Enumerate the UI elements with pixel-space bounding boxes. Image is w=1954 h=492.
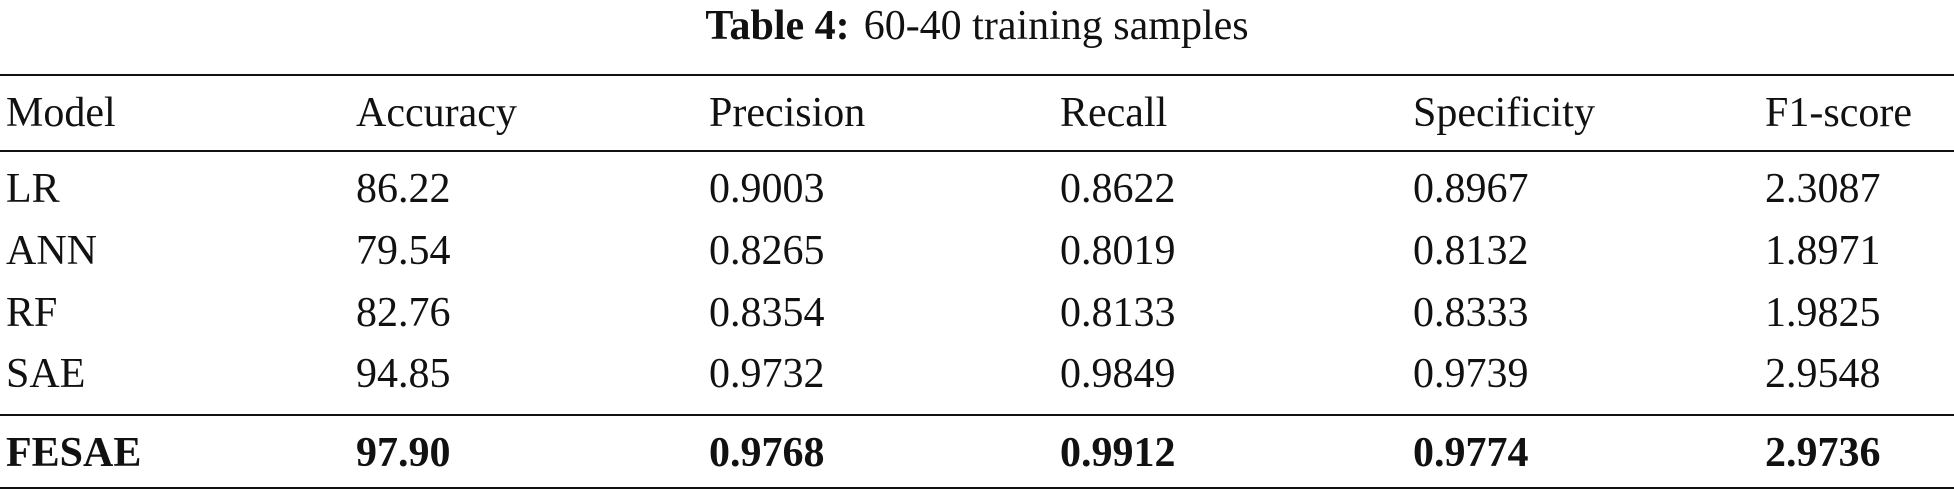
table-cell-precision: 0.9768 [709,430,825,476]
table-caption: Table 4: 60-40 training samples [0,0,1954,62]
table-cell-recall: 0.8019 [1060,228,1176,274]
table-separator-rule [0,414,1954,416]
table-cell-precision: 0.8354 [709,290,825,336]
column-header-f1-score: F1-score [1765,90,1912,136]
table-top-rule [0,74,1954,76]
table-header-row: Model Accuracy Precision Recall Specific… [0,82,1954,144]
table-cell-accuracy: 94.85 [356,351,451,397]
table-cell-model: SAE [6,351,86,397]
table-cell-specificity: 0.9739 [1413,351,1529,397]
table-cell-accuracy: 86.22 [356,166,451,212]
table-caption-label: Table 4: [705,3,850,49]
table-cell-accuracy: 82.76 [356,290,451,336]
table-row: RF 82.76 0.8354 0.8133 0.8333 1.9825 [0,282,1954,344]
table-row: LR 86.22 0.9003 0.8622 0.8967 2.3087 [0,158,1954,220]
table-cell-f1-score: 2.3087 [1765,166,1881,212]
table-cell-f1-score: 1.8971 [1765,228,1881,274]
table-cell-model: FESAE [6,430,142,476]
table-row: ANN 79.54 0.8265 0.8019 0.8132 1.8971 [0,220,1954,282]
table-caption-text: 60-40 training samples [863,3,1249,49]
table-cell-f1-score: 2.9548 [1765,351,1881,397]
column-header-recall: Recall [1060,90,1168,136]
table-cell-specificity: 0.8333 [1413,290,1529,336]
table-cell-recall: 0.8133 [1060,290,1176,336]
table-cell-specificity: 0.8132 [1413,228,1529,274]
table-cell-accuracy: 97.90 [356,430,451,476]
table-cell-recall: 0.9849 [1060,351,1176,397]
table-cell-precision: 0.9003 [709,166,825,212]
table-cell-model: ANN [6,228,97,274]
column-header-accuracy: Accuracy [356,90,517,136]
table-cell-recall: 0.9912 [1060,430,1176,476]
column-header-model: Model [6,90,116,136]
table-cell-precision: 0.9732 [709,351,825,397]
table-cell-model: LR [6,166,60,212]
table-cell-f1-score: 1.9825 [1765,290,1881,336]
table-cell-model: RF [6,290,58,336]
table-cell-specificity: 0.8967 [1413,166,1529,212]
table-cell-specificity: 0.9774 [1413,430,1529,476]
table-cell-recall: 0.8622 [1060,166,1176,212]
table-row-best: FESAE 97.90 0.9768 0.9912 0.9774 2.9736 [0,422,1954,484]
column-header-specificity: Specificity [1413,90,1595,136]
table-cell-precision: 0.8265 [709,228,825,274]
table-cell-f1-score: 2.9736 [1765,430,1881,476]
table-header-rule [0,150,1954,152]
column-header-precision: Precision [709,90,866,136]
table-cell-accuracy: 79.54 [356,228,451,274]
table-bottom-rule [0,487,1954,489]
table-row: SAE 94.85 0.9732 0.9849 0.9739 2.9548 [0,343,1954,405]
